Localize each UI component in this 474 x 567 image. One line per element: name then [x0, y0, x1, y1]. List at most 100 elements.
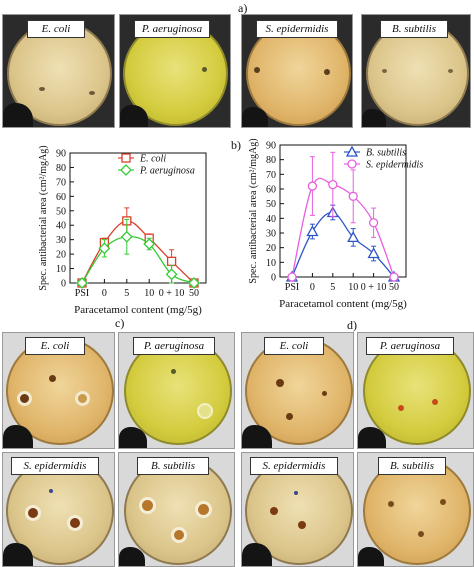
x-tick-label: PSI — [75, 288, 89, 299]
inhibition-zone — [171, 527, 187, 543]
photo-c-bsubtilis: B. subtilis — [118, 452, 235, 567]
photo-label: P. aeruginosa — [133, 337, 215, 355]
inhibition-zone — [49, 375, 56, 382]
series-line — [291, 211, 395, 278]
inhibition-zone — [432, 399, 438, 405]
photo-a-bsubtilis: B. subtilis — [361, 14, 471, 128]
photo-a-sepidermidis: S. epidermidis — [241, 14, 353, 128]
glove — [362, 109, 386, 127]
glove — [3, 425, 33, 448]
data-point — [328, 179, 338, 190]
photo-label: B. subtilis — [380, 20, 448, 38]
y-tick-label: 40 — [266, 214, 276, 225]
inhibition-zone — [298, 521, 306, 529]
y-tick-label: 90 — [56, 149, 66, 160]
inhibition-zone — [49, 489, 53, 493]
y-tick-label: 80 — [266, 155, 276, 166]
plot-frame — [279, 144, 407, 278]
petri-dish — [246, 21, 351, 126]
y-axis-label: Spec. antibacterial area (cm²/mgAg) — [248, 138, 259, 283]
inhibition-spot — [382, 69, 387, 73]
photo-a-paeruginosa: P. aeruginosa — [119, 14, 231, 128]
x-tick-label: 10 — [348, 282, 358, 293]
series-line — [291, 177, 395, 278]
glove — [242, 425, 272, 448]
photo-label: P. aeruginosa — [134, 20, 210, 38]
inhibition-zone — [67, 515, 83, 531]
inhibition-zone — [398, 405, 404, 411]
glove — [242, 543, 272, 566]
y-tick-label: 80 — [56, 163, 66, 174]
y-tick-label: 0 — [61, 279, 66, 290]
photo-label: S. epidermidis — [250, 457, 338, 475]
panel-letter-d: d) — [347, 318, 357, 332]
y-tick-label: 90 — [266, 141, 276, 152]
inhibition-zone — [25, 505, 41, 521]
data-point — [306, 225, 319, 237]
legend-marker — [347, 159, 357, 169]
inhibition-zone — [440, 499, 446, 505]
inhibition-zone — [139, 497, 156, 514]
x-tick-label: 5 — [124, 288, 129, 299]
photo-d-sepidermidis: S. epidermidis — [241, 452, 354, 567]
inhibition-zone — [17, 391, 32, 406]
panel-letter-b: b) — [231, 138, 241, 152]
y-tick-label: 50 — [56, 206, 66, 217]
data-point — [287, 272, 297, 282]
series-line — [81, 220, 195, 284]
photo-label: B. subtilis — [378, 457, 446, 475]
chart-left: 0 10 20 30 40 50 60 70 80 90 PSI 0 5 10 0 + 10 50 Parace… — [38, 145, 207, 316]
inhibition-spot — [39, 87, 45, 91]
inhibition-spot — [254, 67, 260, 73]
y-tick-label: 30 — [266, 229, 276, 240]
x-axis-label: Paracetamol content (mg/5g) — [74, 304, 202, 316]
inhibition-zone — [75, 391, 90, 406]
y-tick-label: 10 — [266, 258, 276, 269]
data-point — [166, 256, 177, 266]
legend-marker — [121, 153, 131, 163]
panel-letter-a: a) — [238, 1, 248, 15]
photo-c-paeruginosa: P. aeruginosa — [118, 332, 235, 449]
photo-c-sepidermidis: S. epidermidis — [2, 452, 115, 567]
petri-dish — [363, 337, 471, 445]
inhibition-spot — [324, 69, 330, 75]
y-tick-label: 70 — [56, 177, 66, 188]
x-tick-label: 0 + 10 — [361, 282, 387, 293]
inhibition-zone — [197, 403, 213, 419]
y-tick-label: 20 — [56, 250, 66, 261]
inhibition-zone — [276, 379, 284, 387]
glove — [242, 107, 268, 127]
inhibition-zone — [294, 491, 298, 495]
y-tick-label: 50 — [266, 199, 276, 210]
inhibition-zone — [388, 501, 394, 507]
y-axis-label: Spec. antibacterial area (cm²/mgAg) — [38, 145, 49, 290]
x-tick-label: 10 — [144, 288, 154, 299]
y-tick-label: 30 — [56, 235, 66, 246]
data-point — [367, 247, 380, 259]
glove — [119, 427, 147, 448]
petri-dish — [124, 337, 232, 445]
x-tick-label: 0 — [310, 282, 315, 293]
inhibition-zone — [322, 391, 327, 396]
inhibition-zone — [418, 531, 424, 537]
photo-label: P. aeruginosa — [366, 337, 454, 355]
inhibition-zone — [171, 369, 176, 374]
x-tick-label: 0 + 10 — [159, 288, 185, 299]
data-point — [348, 191, 358, 201]
y-tick-label: 60 — [56, 192, 66, 203]
photo-d-bsubtilis: B. subtilis — [357, 452, 474, 567]
photo-label: E. coli — [25, 337, 85, 355]
legend-label: E. coli — [139, 154, 166, 165]
inhibition-zone — [270, 507, 278, 515]
inhibition-zone — [195, 501, 212, 518]
legend-label: S. epidermidis — [366, 160, 423, 171]
data-point — [389, 272, 399, 282]
photo-c-ecoli: E. coli — [2, 332, 115, 449]
inhibition-spot — [89, 91, 95, 95]
y-tick-label: 0 — [271, 273, 276, 284]
y-tick-label: 40 — [56, 221, 66, 232]
glove — [358, 547, 384, 566]
photo-label: E. coli — [27, 20, 85, 38]
photo-d-ecoli: E. coli — [241, 332, 354, 449]
petri-dish — [363, 457, 471, 565]
